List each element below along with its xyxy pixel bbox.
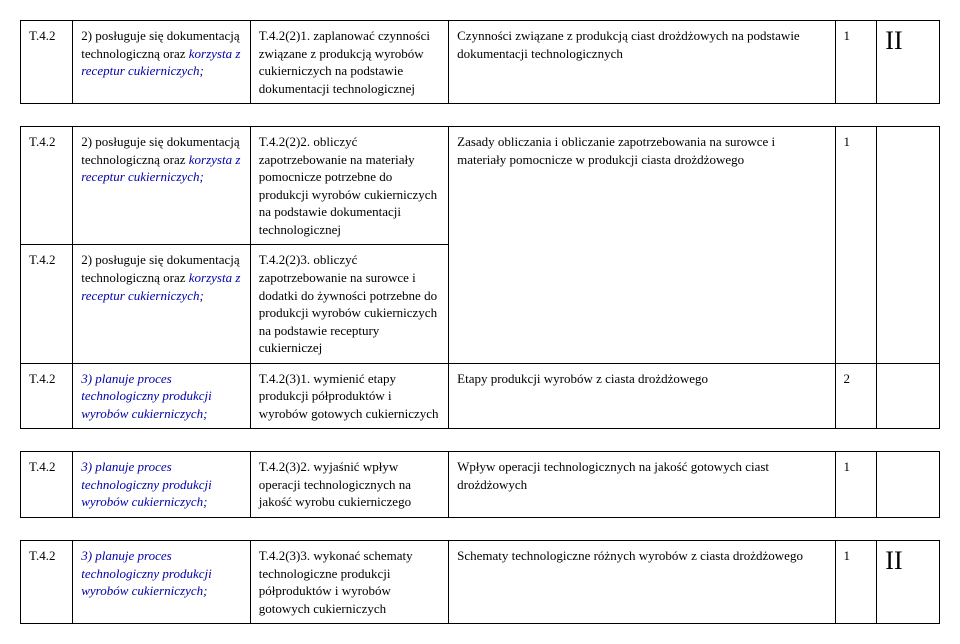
cell-desc: 3) planuje proces technologiczny produkc… bbox=[73, 541, 251, 624]
spacer bbox=[20, 518, 940, 540]
cell-desc: 3) planuje proces technologiczny produkc… bbox=[73, 363, 251, 429]
table-row: T.4.2 3) planuje proces technologiczny p… bbox=[21, 541, 940, 624]
cell-task: T.4.2(3)1. wymienić etapy produkcji półp… bbox=[250, 363, 448, 429]
spacer bbox=[20, 104, 940, 126]
cell-level bbox=[877, 127, 940, 364]
cell-code: T.4.2 bbox=[21, 245, 73, 363]
doc-table-b: T.4.2 2) posługuje się dokumentacją tech… bbox=[20, 126, 940, 429]
cell-hours: 1 bbox=[835, 541, 877, 624]
cell-hours: 1 bbox=[835, 452, 877, 518]
cell-desc: 2) posługuje się dokumentacją technologi… bbox=[73, 245, 251, 363]
cell-desc: 3) planuje proces technologiczny produkc… bbox=[73, 452, 251, 518]
cell-code: T.4.2 bbox=[21, 363, 73, 429]
table-row: T.4.2 3) planuje proces technologiczny p… bbox=[21, 452, 940, 518]
doc-table-a: T.4.2 2) posługuje się dokumentacją tech… bbox=[20, 20, 940, 104]
cell-level: II bbox=[877, 21, 940, 104]
cell-content: Wpływ operacji technologicznych na jakoś… bbox=[449, 452, 835, 518]
spacer bbox=[20, 429, 940, 451]
cell-code: T.4.2 bbox=[21, 21, 73, 104]
cell-content: Schematy technologiczne różnych wyrobów … bbox=[449, 541, 835, 624]
cell-level bbox=[877, 452, 940, 518]
cell-task: T.4.2(2)3. obliczyć zapotrzebowanie na s… bbox=[250, 245, 448, 363]
cell-desc: 2) posługuje się dokumentacją technologi… bbox=[73, 127, 251, 245]
cell-task: T.4.2(2)2. obliczyć zapotrzebowanie na m… bbox=[250, 127, 448, 245]
doc-table-c: T.4.2 3) planuje proces technologiczny p… bbox=[20, 451, 940, 518]
cell-hours: 1 bbox=[835, 127, 877, 364]
cell-hours: 2 bbox=[835, 363, 877, 429]
cell-task: T.4.2(2)1. zaplanować czynności związane… bbox=[250, 21, 448, 104]
cell-code: T.4.2 bbox=[21, 452, 73, 518]
cell-content: Etapy produkcji wyrobów z ciasta drożdżo… bbox=[449, 363, 835, 429]
cell-content: Czynności związane z produkcją ciast dro… bbox=[449, 21, 835, 104]
cell-task: T.4.2(3)3. wykonać schematy technologicz… bbox=[250, 541, 448, 624]
table-row: T.4.2 3) planuje proces technologiczny p… bbox=[21, 363, 940, 429]
table-row: T.4.2 2) posługuje się dokumentacją tech… bbox=[21, 127, 940, 245]
cell-desc: 2) posługuje się dokumentacją technologi… bbox=[73, 21, 251, 104]
cell-code: T.4.2 bbox=[21, 541, 73, 624]
doc-table-d: T.4.2 3) planuje proces technologiczny p… bbox=[20, 540, 940, 624]
cell-content: Zasady obliczania i obliczanie zapotrzeb… bbox=[449, 127, 835, 364]
cell-level bbox=[877, 363, 940, 429]
cell-code: T.4.2 bbox=[21, 127, 73, 245]
cell-level: II bbox=[877, 541, 940, 624]
cell-task: T.4.2(3)2. wyjaśnić wpływ operacji techn… bbox=[250, 452, 448, 518]
cell-hours: 1 bbox=[835, 21, 877, 104]
table-row: T.4.2 2) posługuje się dokumentacją tech… bbox=[21, 21, 940, 104]
